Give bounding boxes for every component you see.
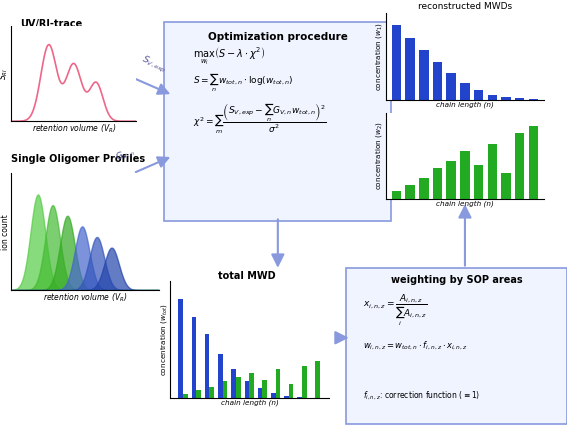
Text: $w_{i,n,z} = w_{tot,n} \cdot f_{i,n,z} \cdot x_{i,n,z}$: $w_{i,n,z} = w_{tot,n} \cdot f_{i,n,z} \… (363, 340, 468, 352)
Bar (183, 394, 188, 398)
Text: $f_{i,n,z}$: correction function ($\equiv 1$): $f_{i,n,z}$: correction function ($\equi… (363, 390, 480, 402)
Bar (205, 334, 209, 398)
Bar (289, 385, 294, 398)
Bar (249, 373, 254, 398)
Text: $x_{i,n,z} = \dfrac{A_{i,n,z}}{\sum_i A_{i,n,z}}$: $x_{i,n,z} = \dfrac{A_{i,n,z}}{\sum_i A_… (363, 292, 428, 328)
Text: $S = \sum_n w_{tot,n} \cdot \log(w_{tot,n})$: $S = \sum_n w_{tot,n} \cdot \log(w_{tot,… (193, 71, 293, 94)
Bar (460, 83, 469, 100)
Bar (192, 317, 196, 398)
Bar (244, 381, 249, 398)
Text: $A_{1,n,z}$: $A_{1,n,z}$ (119, 168, 147, 188)
Bar (446, 73, 456, 100)
Text: Optimization procedure: Optimization procedure (208, 32, 348, 42)
Bar (515, 98, 524, 100)
Bar (236, 377, 240, 398)
Bar (474, 165, 484, 199)
Bar (258, 388, 263, 398)
Bar (276, 369, 280, 398)
Bar (231, 369, 236, 398)
Bar (298, 397, 302, 398)
Y-axis label: concentration ($w_1$): concentration ($w_1$) (374, 22, 384, 91)
Y-axis label: $S_{RI}$: $S_{RI}$ (0, 68, 10, 80)
X-axis label: retention volume ($V_R$): retention volume ($V_R$) (43, 291, 127, 304)
Text: $G_{V,n}$: $G_{V,n}$ (113, 145, 137, 164)
Text: Single Oligomer Profiles: Single Oligomer Profiles (11, 155, 146, 165)
Bar (419, 178, 429, 199)
FancyBboxPatch shape (164, 22, 391, 221)
Bar (501, 173, 511, 199)
FancyBboxPatch shape (346, 268, 567, 424)
Bar (311, 397, 315, 398)
Text: UV/RI-trace: UV/RI-trace (20, 19, 82, 29)
Bar (263, 380, 267, 398)
Bar (446, 161, 456, 199)
Bar (218, 354, 223, 398)
Bar (488, 95, 497, 100)
Bar (284, 396, 289, 398)
Text: reconstructed MWDs: reconstructed MWDs (418, 2, 512, 11)
Text: $\chi^2 = \sum_m \dfrac{\left(S_{V,exp} - \sum_n G_{V,n} w_{tot,n}\right)^2}{\si: $\chi^2 = \sum_m \dfrac{\left(S_{V,exp} … (193, 102, 327, 136)
Text: $\max_{w_i}\left(S - \lambda \cdot \chi^2\right)$: $\max_{w_i}\left(S - \lambda \cdot \chi^… (193, 45, 265, 67)
Bar (419, 50, 429, 100)
X-axis label: chain length (n): chain length (n) (436, 101, 494, 107)
Bar (315, 361, 320, 398)
Text: weighting by SOP areas: weighting by SOP areas (391, 275, 522, 285)
Bar (209, 387, 214, 398)
Y-axis label: concentration ($w_{tot}$): concentration ($w_{tot}$) (159, 304, 169, 376)
Text: m/z: m/z (23, 181, 39, 195)
Bar (405, 185, 415, 199)
Text: total MWD: total MWD (218, 271, 276, 281)
X-axis label: retention volume ($V_R$): retention volume ($V_R$) (32, 123, 116, 135)
Bar (223, 381, 227, 398)
Y-axis label: concentration ($w_2$): concentration ($w_2$) (374, 121, 384, 191)
Bar (515, 133, 524, 199)
Bar (433, 168, 442, 199)
X-axis label: chain length (n): chain length (n) (436, 200, 494, 207)
Bar (179, 299, 183, 398)
Bar (271, 393, 276, 398)
Bar (405, 38, 415, 100)
Bar (392, 191, 401, 199)
Bar (528, 99, 538, 100)
Bar (433, 62, 442, 100)
Bar (460, 151, 469, 199)
Y-axis label: ion count: ion count (1, 214, 10, 249)
Bar (474, 90, 484, 100)
Bar (196, 390, 201, 398)
Text: $S_{V,exp}$: $S_{V,exp}$ (139, 53, 168, 76)
Text: $A_{2,n,z}$: $A_{2,n,z}$ (133, 181, 161, 201)
Bar (528, 126, 538, 199)
Bar (501, 97, 511, 100)
Bar (488, 144, 497, 199)
Bar (392, 26, 401, 100)
Bar (302, 365, 307, 398)
X-axis label: chain length (n): chain length (n) (221, 400, 278, 406)
